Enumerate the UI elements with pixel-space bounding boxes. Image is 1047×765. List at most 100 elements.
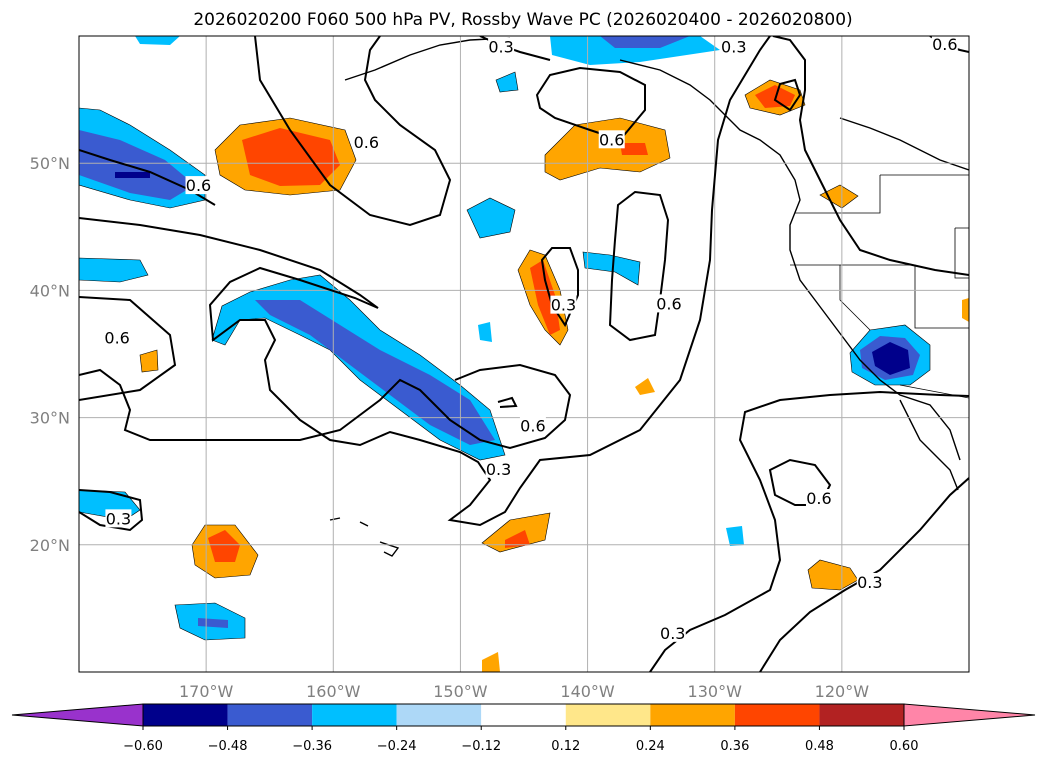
x-tick-label: 120°W — [815, 682, 870, 701]
colorbar-tick-label: −0.12 — [461, 739, 501, 754]
contour-label-bg — [185, 176, 212, 195]
map-frame — [78, 35, 970, 673]
colorbar-segment — [481, 704, 566, 726]
pv-shading — [79, 36, 969, 672]
contour-label-bg — [659, 623, 686, 642]
gridlines — [79, 36, 969, 672]
contour-label: 0.6 — [104, 329, 129, 348]
contour-label: 0.6 — [520, 417, 545, 436]
borders — [790, 174, 969, 399]
pv-negative-california-max — [872, 342, 910, 375]
contour-label: 0.6 — [806, 489, 831, 508]
colorbar-tick-label: −0.48 — [208, 739, 248, 754]
pv-negative-small — [478, 322, 492, 342]
contour-label: 0.3 — [486, 460, 511, 479]
contour-label-bg — [519, 416, 546, 435]
colorbar-tick-label: −0.60 — [123, 739, 163, 754]
contour-labels: 0.3 0.3 0.6 0.6 0.6 0.6 0.6 0.3 0.6 0.6 0.3 0.3 0.6 0… — [104, 35, 958, 643]
contour-label: 0.6 — [656, 294, 681, 313]
colorbar-segment — [650, 704, 735, 726]
contour-label-bg — [550, 295, 577, 314]
pv-positive-bottom — [482, 652, 500, 672]
pv-negative-west — [79, 257, 149, 283]
contour-label-bg — [655, 294, 682, 313]
contour-label-bg — [104, 328, 131, 347]
colorbar-segment — [227, 704, 313, 726]
pv-negative-top — [550, 36, 720, 65]
contour-label-bg — [105, 509, 132, 528]
pv-positive-ne-small — [819, 184, 859, 209]
pv-negative-band2 — [582, 251, 641, 286]
pv-positive-s-core — [505, 530, 530, 548]
contour-label: 0.6 — [599, 130, 624, 149]
y-axis-ticks: 20°N 30°N 40°N 50°N — [30, 154, 70, 555]
colorbar-tick-label: 0.48 — [805, 739, 834, 754]
contour-label: 0.3 — [721, 37, 746, 56]
coastlines — [329, 37, 969, 557]
contour-label: 0.3 — [551, 296, 576, 315]
colorbar-tick-label: 0.36 — [720, 739, 749, 754]
contour-label: 0.3 — [488, 37, 513, 56]
contour-label-bg — [720, 37, 747, 56]
contour-label-bg — [485, 459, 512, 478]
x-tick-label: 130°W — [688, 682, 743, 701]
y-tick-label: 40°N — [30, 281, 70, 300]
x-tick-label: 170°W — [179, 682, 234, 701]
x-tick-label: 150°W — [433, 682, 488, 701]
contour-label-bg — [488, 37, 515, 56]
pv-positive-w — [139, 349, 159, 373]
chart-title: 2026020200 F060 500 hPa PV, Rossby Wave … — [193, 10, 852, 30]
contour-label: 0.3 — [106, 509, 131, 528]
colorbar-tick-label: 0.60 — [890, 739, 919, 754]
colorbar-segment — [819, 704, 904, 726]
contour-label-bg — [931, 36, 958, 53]
pv-negative-nw-core — [79, 130, 195, 200]
contour-label-bg — [598, 130, 625, 149]
colorbar-segment — [312, 704, 397, 726]
contour-label-bg — [856, 572, 883, 591]
colorbar-tick-label: 0.12 — [551, 739, 580, 754]
pv-negative-mid — [466, 197, 516, 239]
pv-negative-n — [495, 71, 519, 93]
colorbar-segment — [734, 704, 820, 726]
contour-label-bg — [805, 489, 832, 508]
pv-negative-nw-max — [115, 172, 150, 178]
colorbar-tick-label: −0.24 — [377, 739, 417, 754]
pv-negative-top-left — [135, 36, 180, 45]
contour-label-bg — [353, 132, 380, 151]
pv-positive-sw-core — [208, 530, 240, 562]
x-tick-label: 160°W — [306, 682, 361, 701]
colorbar-extend-min — [11, 703, 144, 727]
colorbar-segment — [143, 704, 228, 726]
colorbar-segment — [396, 704, 482, 726]
contour-label: 0.3 — [660, 624, 685, 643]
pv-positive-n-core — [620, 143, 648, 155]
pv-positive-center-core — [530, 260, 560, 335]
pv-negative-core — [255, 300, 495, 445]
contour-label: 0.6 — [354, 133, 379, 152]
pv-positive-nw-core — [242, 128, 340, 186]
pv-negative-se-small — [726, 526, 744, 546]
colorbar-segment — [565, 704, 651, 726]
pv-positive-ne-core — [755, 85, 795, 108]
contour-label: 0.3 — [857, 573, 882, 592]
contour-label: 0.6 — [932, 35, 957, 54]
x-tick-label: 140°W — [560, 682, 615, 701]
colorbar-tick-label: 0.24 — [636, 739, 665, 754]
colorbar-tick-label: −0.36 — [292, 739, 332, 754]
pv-positive-east-edge — [962, 298, 969, 322]
pv-negative-s-core — [198, 618, 228, 628]
pv-positive-n — [544, 117, 671, 181]
pv-positive-mid-small — [635, 378, 655, 395]
colorbar: −0.60 −0.48 −0.36 −0.24 −0.12 0.12 0.24 0.36 0.4… — [11, 703, 1036, 754]
y-tick-label: 20°N — [30, 536, 70, 555]
pv-negative-top-core — [600, 36, 690, 48]
y-tick-label: 50°N — [30, 154, 70, 173]
contour-label: 0.6 — [186, 176, 211, 195]
x-axis-ticks: 170°W 160°W 150°W 140°W 130°W 120°W — [179, 682, 869, 701]
colorbar-frame — [142, 703, 905, 727]
pv-positive-s — [481, 512, 551, 553]
map-area: 0.3 0.3 0.6 0.6 0.6 0.6 0.6 0.3 0.6 0.6 0.3 0.3 0.6 0… — [79, 35, 969, 672]
y-tick-label: 30°N — [30, 409, 70, 428]
